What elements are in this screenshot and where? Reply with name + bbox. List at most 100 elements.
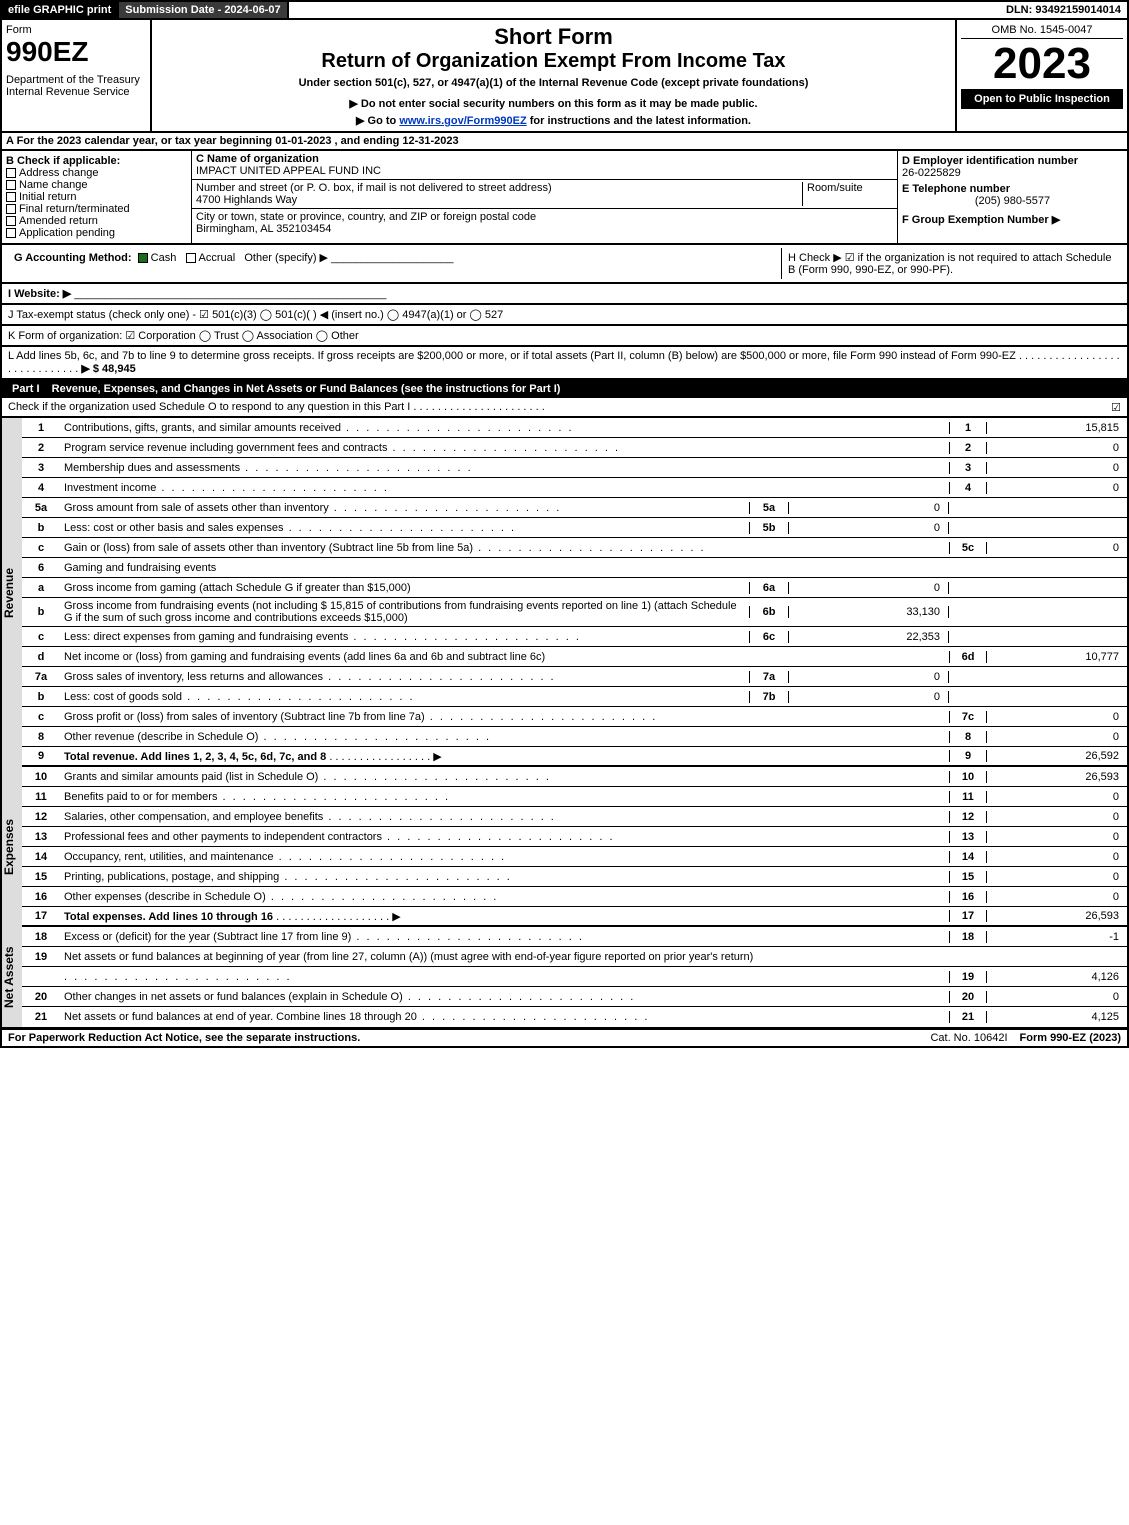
revenue-section: Revenue 1Contributions, gifts, grants, a… <box>0 418 1129 767</box>
title-return: Return of Organization Exempt From Incom… <box>156 50 951 73</box>
form-ref: Form 990-EZ (2023) <box>1014 1030 1127 1046</box>
line-5b-val: 0 <box>789 522 949 534</box>
line-19-cont <box>60 969 949 985</box>
line-7a-desc: Gross sales of inventory, less returns a… <box>60 669 749 685</box>
line-7b-desc: Less: cost of goods sold <box>60 689 749 705</box>
line-3-val: 0 <box>987 462 1127 474</box>
city-label: City or town, state or province, country… <box>196 211 893 223</box>
line-20-val: 0 <box>987 991 1127 1003</box>
irs-label: Internal Revenue Service <box>6 86 146 98</box>
line-14-desc: Occupancy, rent, utilities, and maintena… <box>60 849 949 865</box>
street-label: Number and street (or P. O. box, if mail… <box>196 182 802 194</box>
form-word: Form <box>6 24 146 36</box>
line-14-val: 0 <box>987 851 1127 863</box>
ssn-warning: ▶ Do not enter social security numbers o… <box>156 97 951 110</box>
line-5c-desc: Gain or (loss) from sale of assets other… <box>60 540 949 556</box>
line-13-val: 0 <box>987 831 1127 843</box>
line-8-val: 0 <box>987 731 1127 743</box>
chk-cash[interactable] <box>138 253 148 263</box>
subtitle-section: Under section 501(c), 527, or 4947(a)(1)… <box>156 77 951 89</box>
line-7a-val: 0 <box>789 671 949 683</box>
line-1-desc: Contributions, gifts, grants, and simila… <box>60 420 949 436</box>
line-20-desc: Other changes in net assets or fund bala… <box>60 989 949 1005</box>
tel-label: E Telephone number <box>902 183 1123 195</box>
top-bar: efile GRAPHIC print Submission Date - 20… <box>0 0 1129 20</box>
line-5a-val: 0 <box>789 502 949 514</box>
topbar-spacer <box>289 2 1000 18</box>
goto-link-text: ▶ Go to www.irs.gov/Form990EZ for instru… <box>156 114 951 127</box>
room-suite-label: Room/suite <box>803 182 893 206</box>
line-3-desc: Membership dues and assessments <box>60 460 949 476</box>
line-6a-desc: Gross income from gaming (attach Schedul… <box>60 580 749 596</box>
form-header: Form 990EZ Department of the Treasury In… <box>0 20 1129 133</box>
b-label: B Check if applicable: <box>6 155 187 167</box>
part-i-header: Part I Revenue, Expenses, and Changes in… <box>0 380 1129 398</box>
line-g-accounting: G Accounting Method: Cash Accrual Other … <box>8 248 781 279</box>
c-name-label: C Name of organization <box>196 153 893 165</box>
line-12-desc: Salaries, other compensation, and employ… <box>60 809 949 825</box>
ein-value: 26-0225829 <box>902 167 1123 179</box>
street-value: 4700 Highlands Way <box>196 194 802 206</box>
line-a-tax-year: A For the 2023 calendar year, or tax yea… <box>0 133 1129 151</box>
column-c-org: C Name of organization IMPACT UNITED APP… <box>192 151 897 243</box>
tax-year: 2023 <box>961 39 1123 89</box>
title-short-form: Short Form <box>156 24 951 50</box>
column-d-e-f: D Employer identification number 26-0225… <box>897 151 1127 243</box>
page-footer: For Paperwork Reduction Act Notice, see … <box>0 1029 1129 1048</box>
line-5b-desc: Less: cost or other basis and sales expe… <box>60 520 749 536</box>
line-19-val: 4,126 <box>987 971 1127 983</box>
chk-accrual[interactable] <box>186 253 196 263</box>
chk-address-change[interactable]: Address change <box>6 167 187 179</box>
group-exemption-label: F Group Exemption Number ▶ <box>902 213 1123 226</box>
inspection-box: Open to Public Inspection <box>961 89 1123 109</box>
line-19-desc: Net assets or fund balances at beginning… <box>60 949 949 965</box>
net-assets-section: Net Assets 18Excess or (deficit) for the… <box>0 927 1129 1029</box>
irs-link[interactable]: www.irs.gov/Form990EZ <box>399 115 526 127</box>
block-b-c-d: B Check if applicable: Address change Na… <box>0 151 1129 245</box>
dln-label: DLN: 93492159014014 <box>1000 2 1127 18</box>
part-i-checkbox[interactable]: ☑ <box>1111 401 1121 414</box>
line-6d-desc: Net income or (loss) from gaming and fun… <box>60 649 949 665</box>
org-name: IMPACT UNITED APPEAL FUND INC <box>196 165 893 177</box>
line-8-desc: Other revenue (describe in Schedule O) <box>60 729 949 745</box>
line-18-val: -1 <box>987 931 1127 943</box>
line-1-val: 15,815 <box>987 422 1127 434</box>
line-21-desc: Net assets or fund balances at end of ye… <box>60 1009 949 1025</box>
chk-final-return[interactable]: Final return/terminated <box>6 203 187 215</box>
line-12-val: 0 <box>987 811 1127 823</box>
line-6c-desc: Less: direct expenses from gaming and fu… <box>60 629 749 645</box>
chk-name-change[interactable]: Name change <box>6 179 187 191</box>
chk-initial-return[interactable]: Initial return <box>6 191 187 203</box>
line-l-gross-receipts: L Add lines 5b, 6c, and 7b to line 9 to … <box>0 347 1129 380</box>
chk-amended-return[interactable]: Amended return <box>6 215 187 227</box>
line-5c-val: 0 <box>987 542 1127 554</box>
part-i-label: Part I <box>6 383 46 395</box>
ein-label: D Employer identification number <box>902 155 1123 167</box>
city-value: Birmingham, AL 352103454 <box>196 223 893 235</box>
line-7c-desc: Gross profit or (loss) from sales of inv… <box>60 709 949 725</box>
line-i-website: I Website: ▶ ___________________________… <box>0 284 1129 305</box>
line-15-val: 0 <box>987 871 1127 883</box>
line-15-desc: Printing, publications, postage, and shi… <box>60 869 949 885</box>
part-i-title: Revenue, Expenses, and Changes in Net As… <box>52 383 561 395</box>
form-number: 990EZ <box>6 36 146 68</box>
chk-application-pending[interactable]: Application pending <box>6 227 187 239</box>
line-16-desc: Other expenses (describe in Schedule O) <box>60 889 949 905</box>
efile-print-button[interactable]: efile GRAPHIC print <box>2 2 119 18</box>
column-b-checkboxes: B Check if applicable: Address change Na… <box>2 151 192 243</box>
line-16-val: 0 <box>987 891 1127 903</box>
line-17-val: 26,593 <box>987 910 1127 922</box>
line-6a-val: 0 <box>789 582 949 594</box>
revenue-side-tab: Revenue <box>2 418 22 767</box>
line-17-desc: Total expenses. Add lines 10 through 16 … <box>60 908 949 925</box>
net-assets-side-tab: Net Assets <box>2 927 22 1027</box>
line-10-val: 26,593 <box>987 771 1127 783</box>
part-i-checknote: Check if the organization used Schedule … <box>0 398 1129 418</box>
line-10-desc: Grants and similar amounts paid (list in… <box>60 769 949 785</box>
line-9-val: 26,592 <box>987 750 1127 762</box>
line-6c-val: 22,353 <box>789 631 949 643</box>
pra-notice: For Paperwork Reduction Act Notice, see … <box>2 1030 924 1046</box>
tel-value: (205) 980-5577 <box>902 195 1123 207</box>
line-4-val: 0 <box>987 482 1127 494</box>
line-7c-val: 0 <box>987 711 1127 723</box>
